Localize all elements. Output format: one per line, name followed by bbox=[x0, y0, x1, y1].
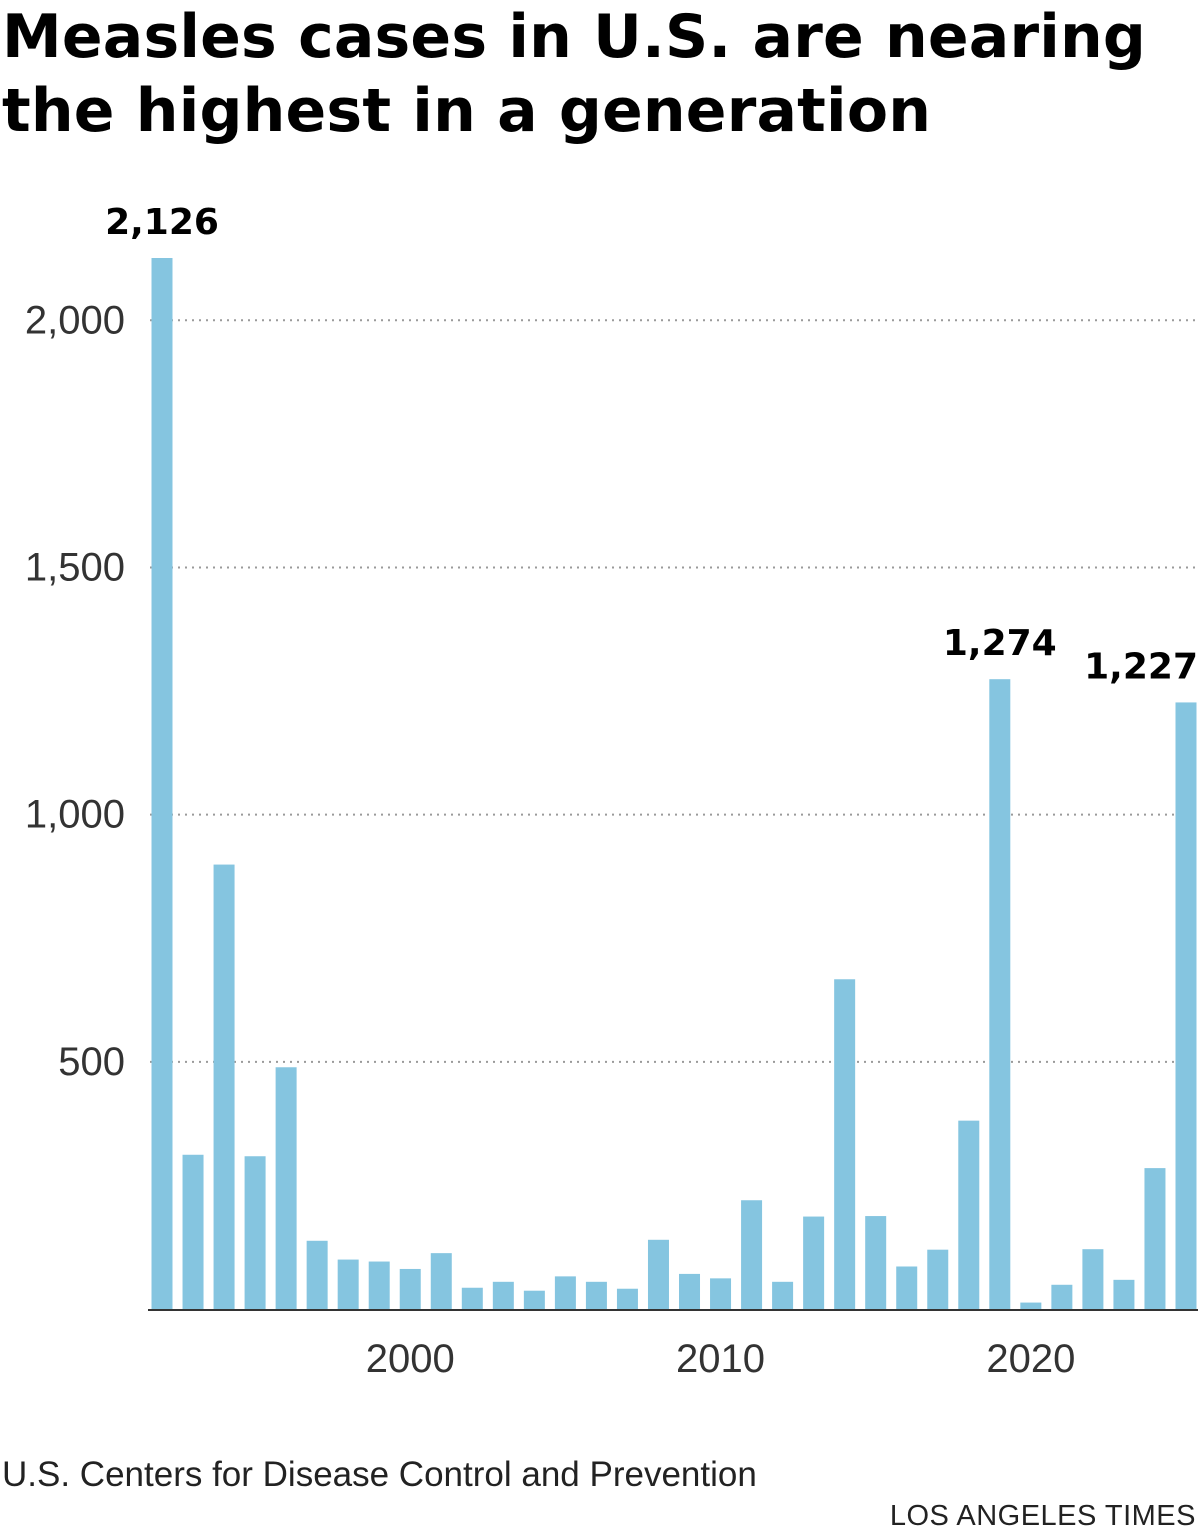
bar-2014 bbox=[834, 979, 856, 1309]
y-tick-label-500: 500 bbox=[58, 1040, 125, 1084]
data-label-1992: 2,126 bbox=[105, 202, 219, 243]
bar-1998 bbox=[337, 1259, 359, 1309]
bar-2013 bbox=[803, 1216, 825, 1309]
bar-2018 bbox=[958, 1120, 980, 1309]
bar-2006 bbox=[585, 1281, 607, 1309]
y-axis-labels: 500 1,000 1,500 2,000 bbox=[25, 298, 125, 1084]
x-axis-labels: 2000 2010 2020 bbox=[366, 1337, 1076, 1381]
chart-title: Measles cases in U.S. are nearing the hi… bbox=[2, 2, 1147, 146]
bar-2002 bbox=[461, 1287, 483, 1309]
bars bbox=[151, 258, 1197, 1309]
bar-2017 bbox=[927, 1249, 949, 1309]
bar-2019 bbox=[989, 679, 1011, 1309]
bar-2009 bbox=[679, 1273, 701, 1309]
bar-1999 bbox=[368, 1261, 390, 1309]
bar-1992 bbox=[151, 258, 173, 1309]
data-labels: 2,126 1,274 1,227 bbox=[105, 202, 1198, 687]
x-tick-label-2020: 2020 bbox=[986, 1337, 1075, 1381]
x-tick-label-2000: 2000 bbox=[366, 1337, 455, 1381]
bar-2005 bbox=[554, 1276, 576, 1309]
bar-2000 bbox=[399, 1268, 421, 1309]
bar-2010 bbox=[710, 1278, 732, 1309]
bar-1995 bbox=[244, 1156, 266, 1309]
bar-2012 bbox=[772, 1281, 794, 1309]
bar-1997 bbox=[306, 1240, 328, 1309]
bar-2024 bbox=[1144, 1168, 1166, 1309]
bar-2020 bbox=[1020, 1302, 1042, 1309]
y-tick-label-2000: 2,000 bbox=[25, 298, 125, 342]
credit-line: LOS ANGELES TIMES bbox=[889, 1500, 1196, 1532]
bar-1996 bbox=[275, 1067, 297, 1309]
y-tick-label-1500: 1,500 bbox=[25, 545, 125, 589]
bar-1993 bbox=[182, 1154, 204, 1309]
bar-2007 bbox=[616, 1288, 638, 1309]
bar-2021 bbox=[1051, 1284, 1073, 1309]
bar-2016 bbox=[896, 1266, 918, 1309]
bar-2011 bbox=[741, 1200, 763, 1309]
bar-2025 bbox=[1175, 702, 1197, 1309]
bar-chart: 500 1,000 1,500 2,000 2000 2010 2020 2,126 1,2… bbox=[25, 202, 1198, 1381]
bar-2015 bbox=[865, 1216, 887, 1309]
x-tick-label-2010: 2010 bbox=[676, 1337, 765, 1381]
bar-2003 bbox=[492, 1281, 514, 1309]
y-tick-label-1000: 1,000 bbox=[25, 793, 125, 837]
data-label-2025: 1,227 bbox=[1084, 646, 1198, 687]
data-label-2019: 1,274 bbox=[943, 623, 1057, 664]
bar-2001 bbox=[430, 1253, 452, 1309]
bar-2008 bbox=[647, 1239, 669, 1309]
bar-2004 bbox=[523, 1290, 545, 1309]
bar-1994 bbox=[213, 864, 235, 1309]
source-note: U.S. Centers for Disease Control and Pre… bbox=[2, 1455, 757, 1494]
gridlines bbox=[150, 319, 1198, 1063]
bar-2023 bbox=[1113, 1279, 1135, 1309]
bar-2022 bbox=[1082, 1249, 1104, 1309]
